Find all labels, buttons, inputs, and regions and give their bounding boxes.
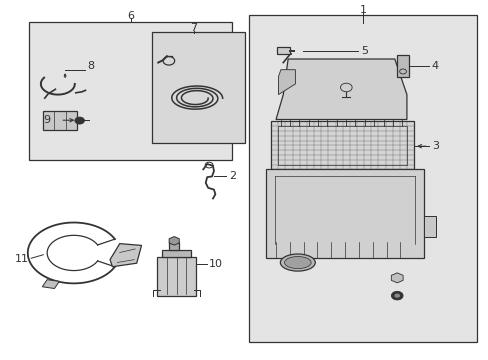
Text: 1: 1 bbox=[359, 5, 366, 15]
Polygon shape bbox=[42, 280, 59, 288]
Circle shape bbox=[390, 291, 402, 300]
Bar bbox=[29, 22, 232, 161]
Polygon shape bbox=[423, 216, 435, 237]
Text: 5: 5 bbox=[360, 46, 367, 56]
Circle shape bbox=[75, 117, 84, 124]
Text: 9: 9 bbox=[43, 115, 50, 125]
Text: 11: 11 bbox=[15, 254, 29, 264]
Bar bbox=[396, 55, 408, 77]
Bar bbox=[271, 121, 413, 169]
Bar bbox=[152, 32, 244, 143]
Bar bbox=[43, 111, 77, 130]
Text: 7: 7 bbox=[190, 23, 197, 33]
Text: 6: 6 bbox=[127, 10, 134, 21]
Bar bbox=[278, 126, 406, 165]
Ellipse shape bbox=[280, 254, 315, 271]
Text: 10: 10 bbox=[209, 258, 223, 269]
Text: 2: 2 bbox=[228, 171, 236, 181]
Circle shape bbox=[393, 293, 399, 298]
Ellipse shape bbox=[284, 257, 310, 269]
Polygon shape bbox=[278, 70, 295, 95]
Text: 8: 8 bbox=[87, 61, 94, 71]
Bar bbox=[162, 250, 191, 257]
Text: 3: 3 bbox=[431, 141, 438, 151]
Bar bbox=[266, 169, 423, 258]
Bar bbox=[157, 257, 196, 296]
Polygon shape bbox=[275, 59, 406, 120]
Text: 4: 4 bbox=[430, 61, 437, 71]
Bar bbox=[169, 242, 179, 250]
Bar bbox=[249, 14, 476, 342]
Bar bbox=[277, 46, 289, 54]
Polygon shape bbox=[110, 244, 141, 267]
